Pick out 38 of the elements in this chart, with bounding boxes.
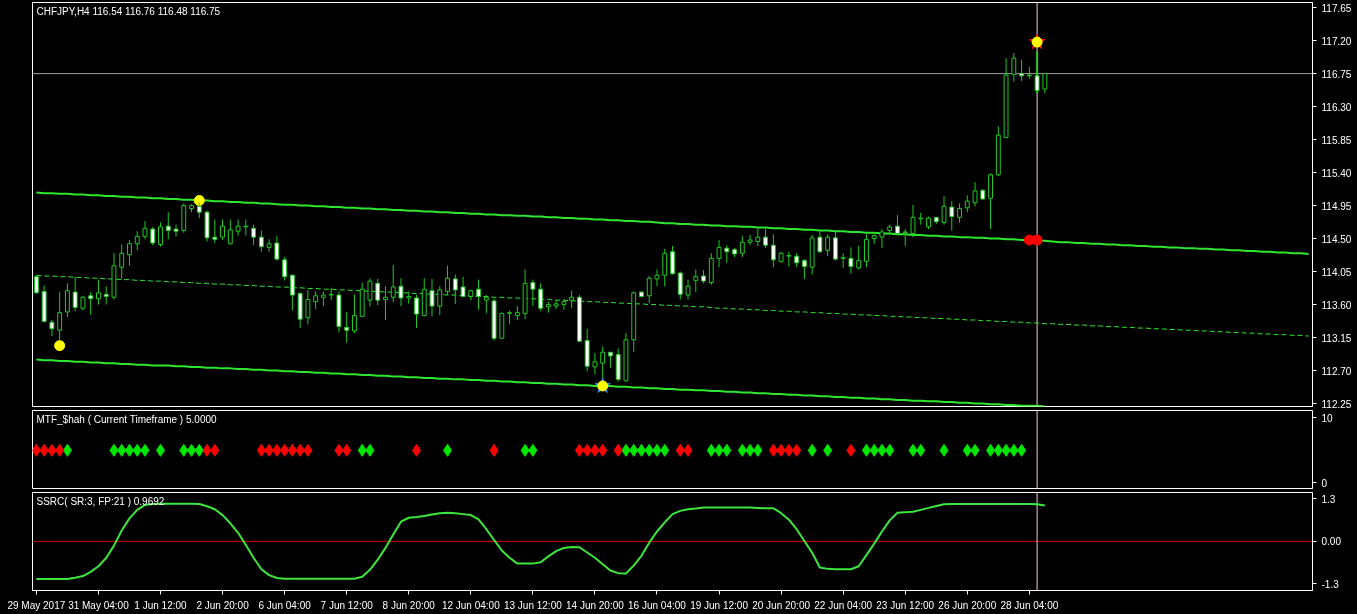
x-tick-label: 20 Jun 20:00 <box>752 599 811 611</box>
chart-title: MTF_$hah ( Current Timeframe ) 5.0000 <box>36 413 218 425</box>
y-tick-label: 115.85 <box>1321 134 1352 146</box>
y-tick-label: 115.40 <box>1321 167 1352 179</box>
y-tick-label: 114.05 <box>1321 266 1352 278</box>
y-tick-label: 114.95 <box>1321 200 1352 212</box>
x-tick-label: 23 Jun 12:00 <box>876 599 935 611</box>
y-tick-label: 114.50 <box>1321 233 1352 245</box>
x-tick-label: 19 Jun 12:00 <box>690 599 749 611</box>
y-tick-label: 116.75 <box>1321 68 1352 80</box>
y-tick-label: 0 <box>1321 477 1328 489</box>
y-tick-label: 117.65 <box>1321 2 1352 14</box>
x-tick-label: 1 Jun 12:00 <box>134 599 188 611</box>
y-tick-label: 0.00 <box>1321 536 1342 548</box>
y-tick-label: -1.3 <box>1321 578 1340 590</box>
x-tick-label: 2 Jun 20:00 <box>196 599 250 611</box>
x-tick-label: 8 Jun 20:00 <box>382 599 436 611</box>
x-tick-label: 29 May 2017 <box>7 599 66 611</box>
y-tick-label: 113.60 <box>1321 299 1352 311</box>
y-tick-label: 113.15 <box>1321 332 1352 344</box>
x-tick-label: 13 Jun 12:00 <box>503 599 563 611</box>
y-tick-label: 1.3 <box>1321 493 1336 505</box>
y-tick-label: 10 <box>1321 412 1334 424</box>
x-tick-label: 16 Jun 04:00 <box>628 599 687 611</box>
x-tick-label: 31 May 04:00 <box>68 599 130 611</box>
x-tick-label: 12 Jun 04:00 <box>441 599 501 611</box>
y-tick-label: 116.30 <box>1321 101 1352 113</box>
chart-title: SSRC( SR:3, FP:21 ) 0.9692 <box>36 495 165 507</box>
x-tick-label: 6 Jun 04:00 <box>258 599 312 611</box>
x-tick-label: 26 Jun 20:00 <box>938 599 997 611</box>
y-tick-label: 112.70 <box>1321 365 1352 377</box>
chart-title: CHFJPY,H4 116.54 116.76 116.48 116.75 <box>36 5 221 17</box>
x-tick-label: 22 Jun 04:00 <box>814 599 873 611</box>
x-tick-label: 14 Jun 20:00 <box>566 599 625 611</box>
y-tick-label: 117.20 <box>1321 35 1352 47</box>
x-tick-label: 28 Jun 04:00 <box>1000 599 1059 611</box>
x-tick-label: 7 Jun 12:00 <box>320 599 374 611</box>
y-tick-label: 112.25 <box>1321 398 1352 410</box>
